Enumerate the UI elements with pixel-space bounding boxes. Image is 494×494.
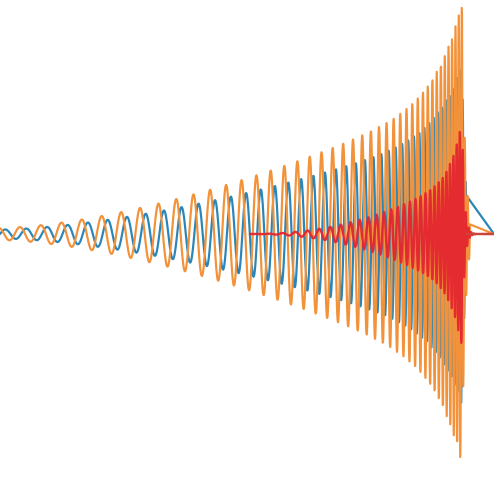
red-wave: [248, 130, 494, 344]
waves-group: [0, 6, 494, 459]
blue-wave: [0, 69, 494, 404]
